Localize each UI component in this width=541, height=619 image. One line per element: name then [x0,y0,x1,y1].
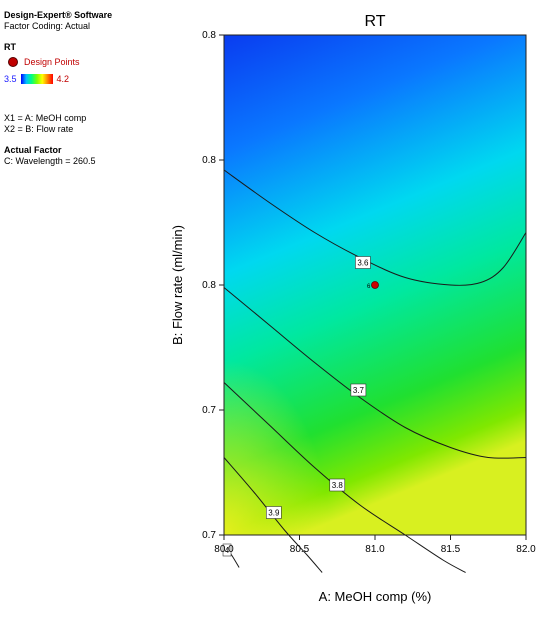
contour-lines [223,169,527,573]
scale-max-label: 4.2 [56,73,70,84]
contour-line-3.9 [223,457,323,573]
color-scale-bar [20,74,53,84]
design-points: 6 [367,281,379,290]
x1-definition: X1 = A: MeOH comp [4,113,87,123]
contour-label-box [355,256,371,269]
contour-label-3.7: 3.7 [353,386,365,395]
design-point-marker-icon [8,57,18,67]
software-title: Design-Expert® Software [4,10,113,20]
y-tick-label: 0.8 [202,30,216,41]
chart-title: RT [364,13,385,30]
response-name: RT [4,42,16,52]
x-tick-label: 81.5 [441,544,461,555]
contour-label-4: 4 [225,546,230,555]
contour-label-3.9: 3.9 [268,509,280,518]
contour-label-3.8: 3.8 [332,481,344,490]
y-tick-label: 0.7 [202,530,216,541]
x-tick-label: 81.0 [365,544,385,555]
x-axis: 80.0 80.5 81.0 81.5 82.0 [214,535,536,555]
color-scale: 3.5 4.2 [4,71,164,87]
y-tick-label: 0.8 [202,155,216,166]
contour-labels: 3.6 3.7 3.8 3.9 4 [222,256,371,557]
actual-factor-heading: Actual Factor [4,145,62,155]
y-tick-label: 0.7 [202,405,216,416]
design-point-count: 6 [367,284,371,290]
design-points-legend: Design Points [4,53,164,71]
design-point [371,281,379,289]
contour-label-box [266,506,282,519]
contour-line-3.6 [223,169,527,286]
contour-label-box [222,543,232,557]
y-axis: 0.7 0.7 0.8 0.8 0.8 [202,30,224,541]
x-tick-label: 80.5 [290,544,310,555]
contour-line-3.8 [223,382,466,573]
x2-definition: X2 = B: Flow rate [4,124,74,134]
legend-panel: Design-Expert® Software Factor Coding: A… [4,10,164,167]
actual-factor-value: C: Wavelength = 260.5 [4,156,96,166]
contour-line-3.7 [223,287,527,459]
design-points-label: Design Points [24,56,80,67]
x-axis-label: A: MeOH comp (%) [319,589,432,604]
scale-min-label: 3.5 [4,73,17,84]
y-tick-label: 0.8 [202,280,216,291]
contour-label-box [350,383,367,397]
contour-label-box [329,478,346,492]
contour-label-3.6: 3.6 [357,259,369,268]
x-tick-label: 82.0 [516,544,536,555]
factor-coding: Factor Coding: Actual [4,21,91,31]
y-axis-label: B: Flow rate (ml/min) [170,225,185,345]
x-tick-label: 80.0 [214,544,234,555]
